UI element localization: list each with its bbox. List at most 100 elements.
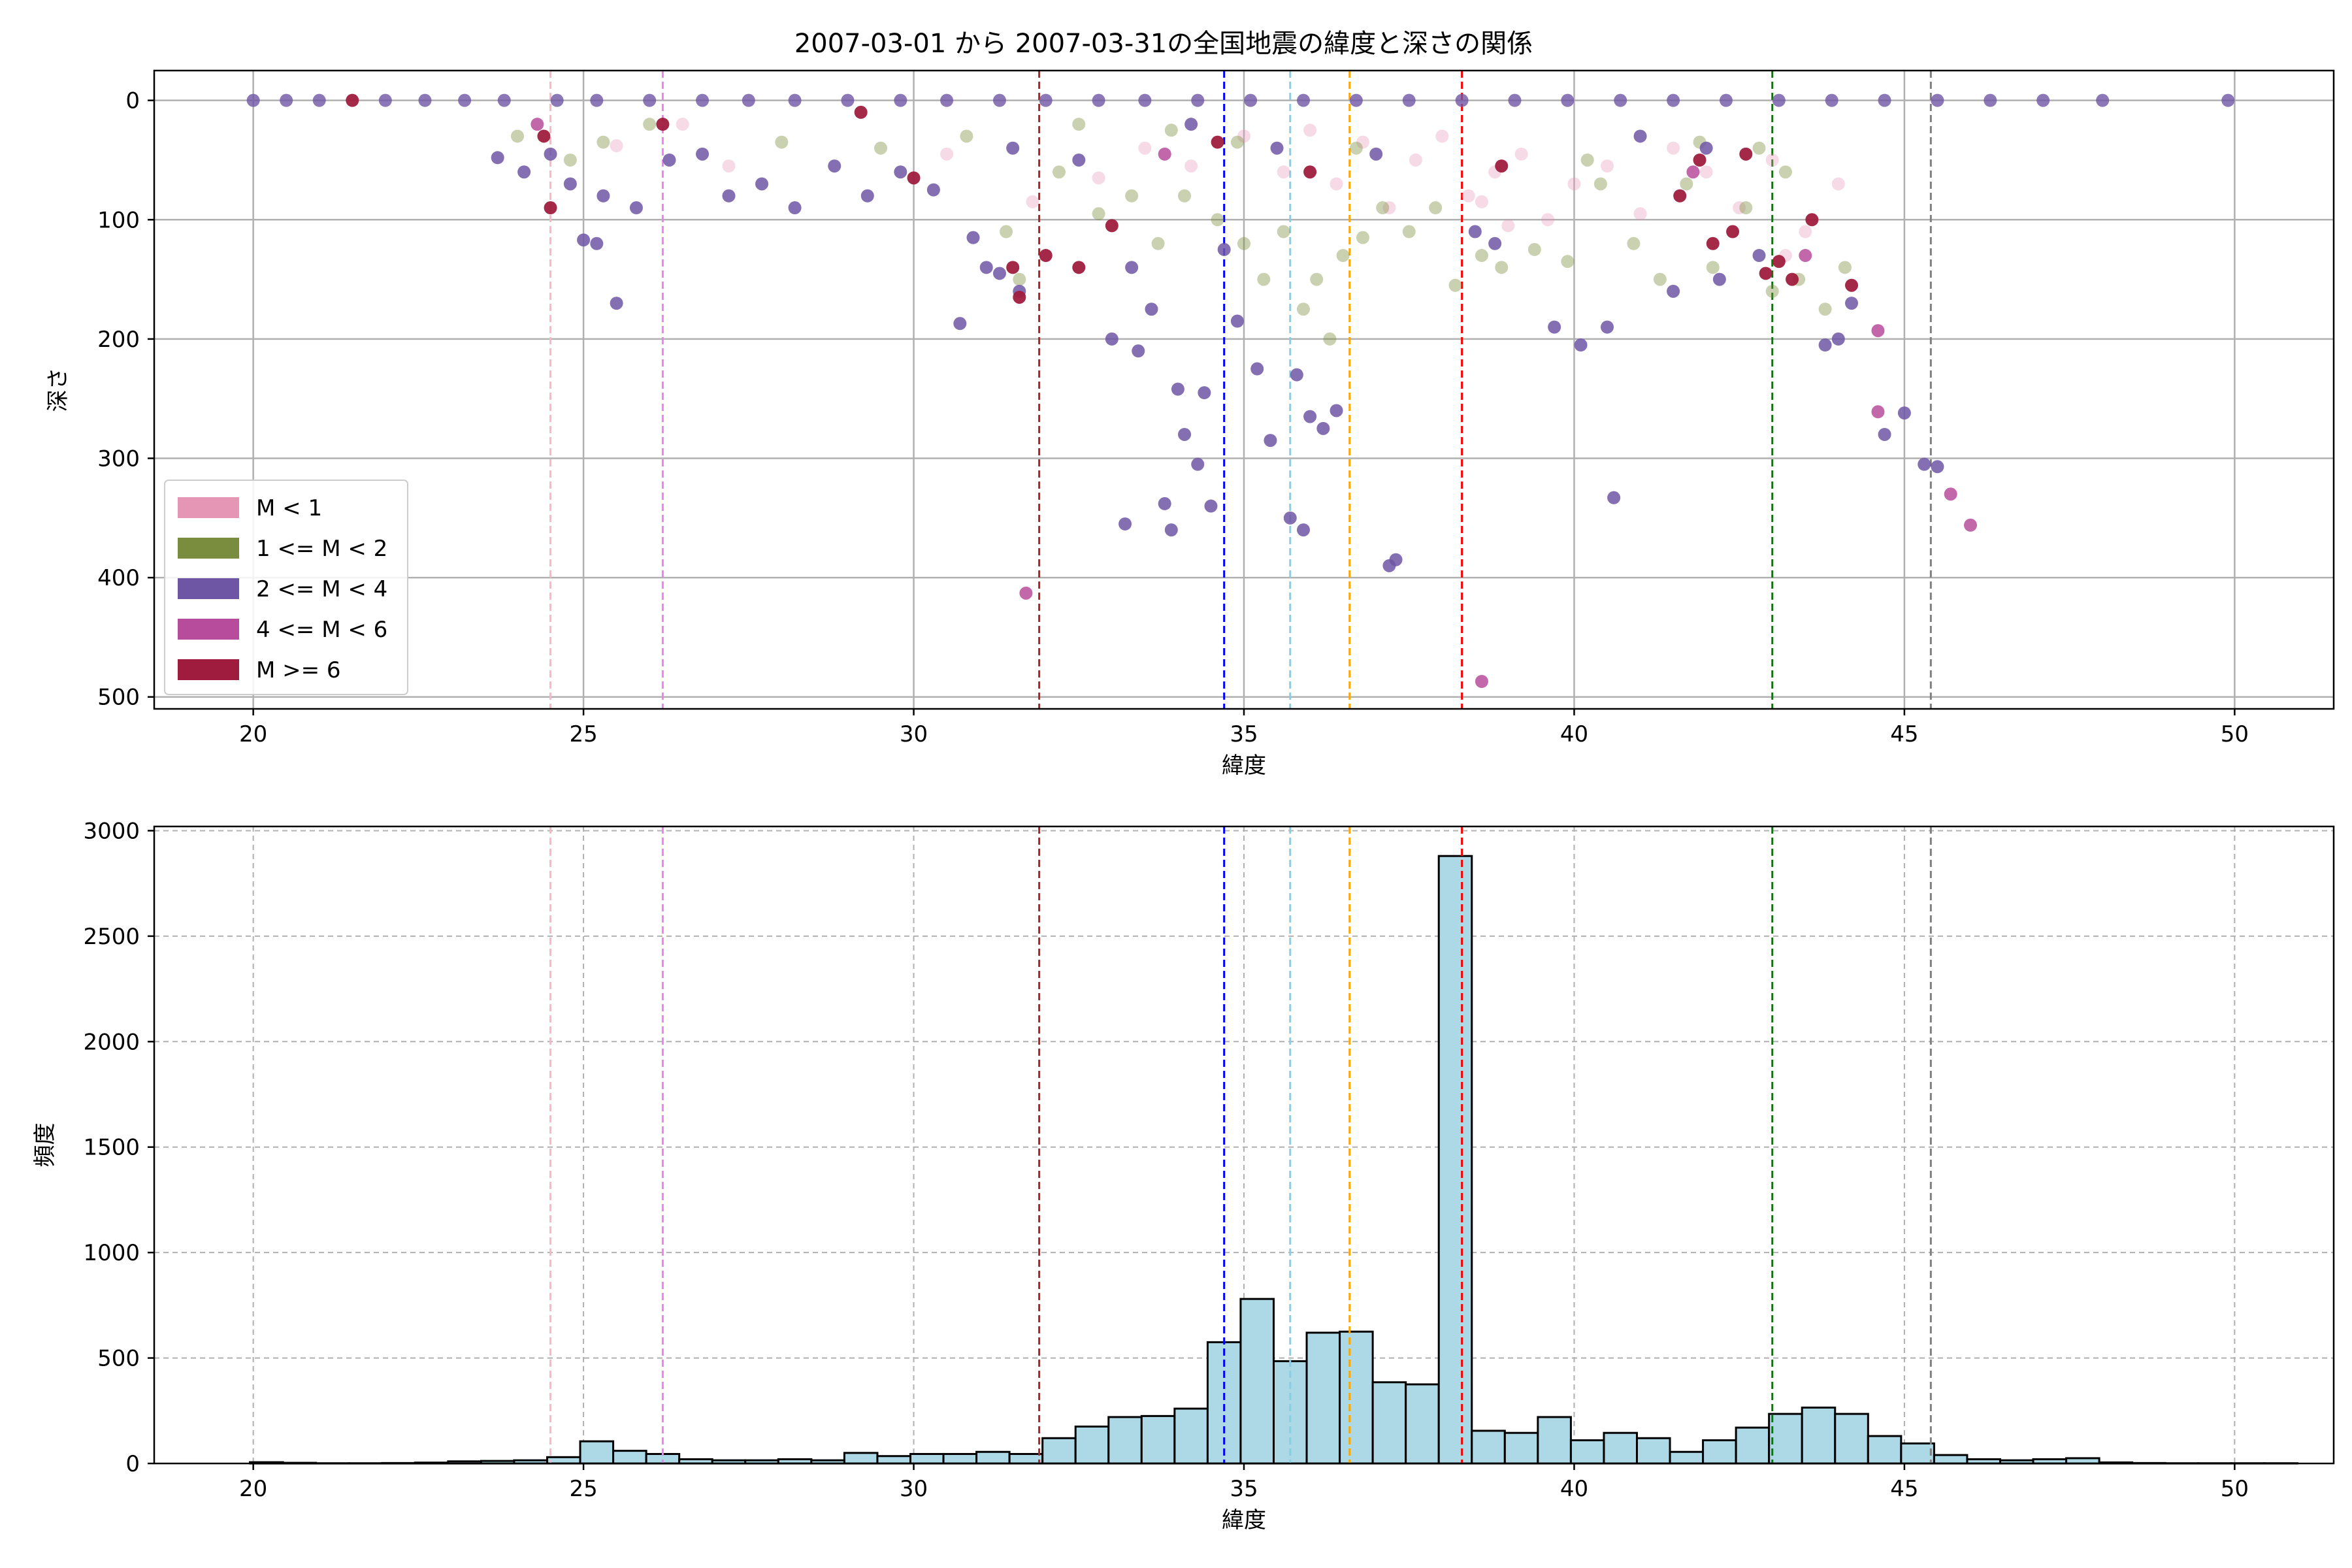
- histogram-bar: [1107, 1416, 1143, 1465]
- scatter-point: [722, 189, 736, 203]
- scatter-point: [544, 201, 557, 215]
- scatter-point: [1211, 213, 1224, 227]
- scatter-point: [1039, 249, 1053, 263]
- scatter-point: [1184, 159, 1198, 173]
- scatter-point: [1831, 332, 1845, 346]
- legend-box: [164, 480, 408, 695]
- scatter-point: [1250, 362, 1264, 376]
- scatter-point: [907, 171, 921, 185]
- scatter-point: [1673, 189, 1687, 203]
- scatter-point: [1072, 118, 1086, 131]
- legend-swatch: [178, 578, 239, 599]
- scatter-point: [1013, 272, 1026, 286]
- scatter-point: [2036, 93, 2050, 107]
- scatter-y-tick-label: 200: [97, 327, 140, 353]
- scatter-point: [940, 93, 954, 107]
- scatter-point: [629, 201, 643, 215]
- scatter-point: [246, 93, 260, 107]
- scatter-point: [1402, 93, 1416, 107]
- scatter-point: [1931, 460, 1944, 474]
- scatter-point: [563, 177, 577, 191]
- scatter-y-tick-label: 0: [125, 88, 140, 114]
- scatter-point: [1191, 93, 1205, 107]
- scatter-point: [1303, 165, 1317, 179]
- scatter-point: [1878, 93, 1891, 107]
- scatter-point: [1039, 93, 1053, 107]
- scatter-point: [1290, 368, 1303, 382]
- histogram-bar: [1041, 1437, 1077, 1465]
- scatter-point: [1349, 93, 1363, 107]
- scatter-point: [1158, 497, 1171, 510]
- scatter-point: [1435, 129, 1449, 143]
- scatter-point: [1409, 153, 1422, 167]
- scatter-point: [1178, 427, 1192, 441]
- scatter-point: [1230, 135, 1244, 149]
- scatter-point: [1026, 195, 1039, 208]
- scatter-point: [755, 177, 769, 191]
- scatter-point: [1052, 165, 1066, 179]
- scatter-point: [1356, 231, 1369, 244]
- scatter-point: [1845, 278, 1859, 292]
- scatter-point: [1072, 261, 1086, 274]
- scatter-point: [1244, 93, 1258, 107]
- scatter-point: [1336, 249, 1350, 263]
- scatter-point: [953, 317, 967, 331]
- histogram-bars: [249, 855, 2298, 1465]
- scatter-point: [1786, 272, 1799, 286]
- scatter-point: [979, 261, 993, 274]
- scatter-x-tick-label: 30: [900, 721, 928, 747]
- scatter-point: [1699, 141, 1713, 155]
- histogram-bar: [876, 1455, 911, 1465]
- scatter-point: [1706, 237, 1720, 250]
- scatter-point: [1382, 201, 1396, 215]
- legend-label: M >= 6: [256, 657, 341, 683]
- histogram-y-tick-label: 0: [125, 1451, 140, 1477]
- scatter-point: [696, 147, 710, 161]
- legend-label: 2 <= M < 4: [256, 576, 387, 602]
- scatter-point: [966, 231, 980, 244]
- scatter-point: [1667, 284, 1680, 298]
- scatter-point: [1514, 147, 1528, 161]
- scatter-point: [1653, 272, 1667, 286]
- scatter-point: [1475, 674, 1488, 688]
- scatter-point: [643, 93, 657, 107]
- scatter-point: [1237, 129, 1250, 143]
- scatter-point: [1799, 225, 1812, 238]
- scatter-point: [1217, 242, 1231, 256]
- scatter-point: [1191, 457, 1205, 471]
- scatter-point: [1125, 261, 1139, 274]
- scatter-point: [1092, 207, 1105, 221]
- histogram-bar: [1669, 1450, 1705, 1465]
- scatter-point: [1376, 201, 1390, 215]
- scatter-point: [992, 267, 1006, 280]
- scatter-point: [1316, 421, 1330, 435]
- histogram-y-tick-label: 2500: [83, 924, 140, 950]
- scatter-point: [643, 118, 657, 131]
- scatter-point: [1296, 523, 1310, 537]
- scatter-point: [1831, 177, 1845, 191]
- histogram-bar: [546, 1456, 581, 1465]
- scatter-point: [854, 105, 868, 119]
- scatter-point: [926, 183, 940, 197]
- scatter-point: [960, 129, 973, 143]
- scatter-point: [1805, 213, 1819, 227]
- scatter-x-tick-label: 20: [239, 721, 267, 747]
- scatter-point: [1693, 153, 1707, 167]
- histogram-bar: [1603, 1431, 1638, 1465]
- scatter-point: [378, 93, 392, 107]
- scatter-point: [1593, 177, 1607, 191]
- scatter-point: [1296, 93, 1310, 107]
- scatter-point: [1871, 324, 1885, 338]
- scatter-point: [894, 165, 907, 179]
- scatter-point: [1000, 225, 1013, 238]
- scatter-point: [1607, 491, 1621, 504]
- scatter-point: [517, 165, 531, 179]
- scatter-point: [346, 93, 359, 107]
- scatter-point: [610, 139, 623, 153]
- histogram-y-tick-label: 3000: [83, 818, 140, 844]
- scatter-point: [1277, 165, 1290, 179]
- scatter-grid: [154, 71, 2334, 709]
- scatter-point: [1667, 141, 1680, 155]
- scatter-point: [1495, 159, 1509, 173]
